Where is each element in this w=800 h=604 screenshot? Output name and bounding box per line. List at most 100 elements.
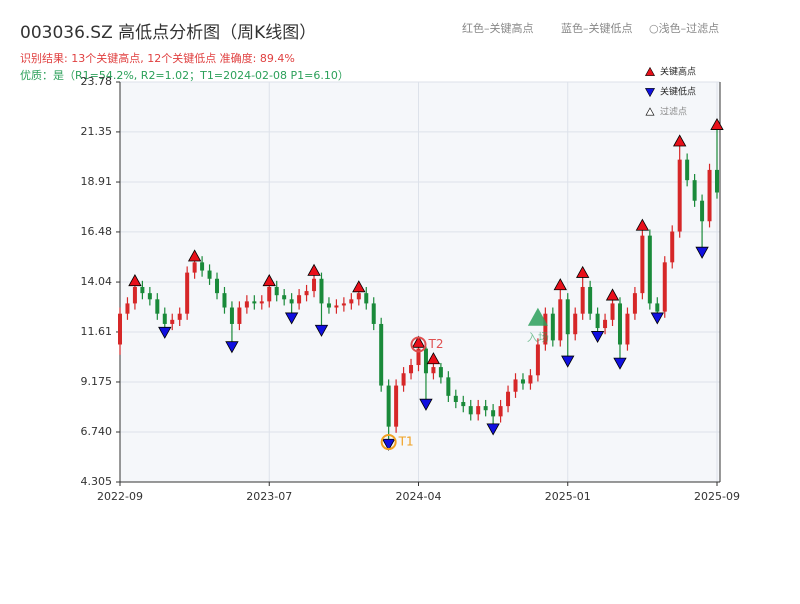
candle-body — [267, 286, 272, 302]
low-marker — [419, 398, 433, 411]
candle-body — [282, 295, 287, 300]
candle-body — [468, 406, 473, 415]
candle-body — [453, 395, 458, 402]
candle-body — [550, 313, 555, 341]
buy-marker — [527, 307, 548, 326]
y-tick-label: 11.61 — [81, 325, 113, 338]
low-marker — [650, 312, 664, 325]
candle-body — [341, 303, 346, 306]
candle-body — [588, 286, 593, 314]
candle-body — [431, 367, 436, 374]
target-circle — [410, 336, 427, 353]
candle-body — [326, 303, 331, 308]
candle-body — [506, 391, 511, 407]
candle-body — [259, 301, 264, 304]
candle-body — [715, 169, 719, 193]
candle-body — [192, 262, 197, 273]
candle-body — [416, 348, 421, 366]
candle-body — [610, 303, 615, 320]
candle-body — [371, 303, 376, 324]
candle-body — [222, 293, 227, 308]
low-marker — [158, 326, 172, 339]
candle-body — [244, 301, 249, 308]
top-legend: 红色–关键高点 — [462, 21, 534, 35]
candle-body — [483, 406, 488, 411]
candle-body — [647, 235, 652, 304]
candle-body — [215, 278, 220, 294]
candle-body — [670, 231, 675, 263]
candle-body — [386, 385, 391, 427]
candle-body — [520, 379, 525, 384]
candle-body — [155, 299, 160, 314]
legend-marker — [645, 107, 655, 116]
low-marker — [695, 246, 709, 259]
candle-body — [632, 293, 637, 314]
high-marker — [411, 335, 426, 348]
candle-body — [423, 348, 428, 374]
high-marker — [426, 352, 441, 365]
y-tick-label: 18.91 — [81, 175, 113, 188]
high-marker — [352, 280, 366, 293]
candle-body — [498, 406, 503, 417]
high-marker — [673, 134, 687, 147]
candle-body — [132, 286, 137, 304]
quality: 优质：是（R1=54.2%, R2=1.02；T1=2024-02-08 P1=… — [20, 69, 349, 82]
top-legend: 蓝色–关键低点 — [561, 21, 633, 35]
candle-body — [319, 278, 324, 304]
candle-body — [274, 286, 279, 296]
candle-body — [685, 159, 690, 181]
candle-body — [147, 293, 152, 300]
candle-body — [700, 200, 705, 222]
low-marker — [613, 357, 627, 370]
legend-label: 过滤点 — [660, 106, 687, 118]
x-tick-label: 2024-04 — [396, 490, 442, 503]
candle-body — [640, 235, 645, 294]
candle-body — [409, 365, 414, 374]
y-tick-label: 14.04 — [81, 275, 113, 288]
high-marker — [553, 278, 567, 291]
candle-body — [677, 159, 682, 232]
high-marker — [710, 117, 724, 130]
top-legend: ○浅色–过滤点 — [649, 21, 719, 35]
y-tick-label: 9.175 — [81, 375, 113, 388]
candle-body — [334, 305, 339, 308]
candle-body — [401, 373, 406, 386]
x-tick-label: 2022-09 — [97, 490, 143, 503]
candle-body — [565, 299, 570, 335]
y-tick-label: 16.48 — [81, 225, 113, 238]
low-marker — [225, 341, 239, 354]
candle-body — [394, 385, 399, 427]
high-marker — [128, 274, 142, 287]
high-marker — [635, 218, 650, 231]
legend-label: 关键高点 — [660, 66, 696, 78]
candle-body — [461, 402, 466, 407]
candle-body — [207, 270, 212, 279]
candle-body — [595, 313, 600, 329]
candle-body — [617, 303, 622, 345]
candle-body — [438, 367, 443, 378]
high-marker — [187, 249, 202, 262]
x-tick-label: 2025-09 — [694, 490, 740, 503]
candle-body — [297, 295, 302, 304]
candle-body — [312, 278, 317, 292]
y-tick-label: 23.78 — [81, 75, 113, 88]
candle-body — [237, 307, 242, 324]
candle-body — [513, 379, 518, 392]
candle-body — [655, 303, 660, 312]
candle-body — [356, 293, 361, 300]
candle-body — [170, 319, 175, 324]
candle-body — [580, 286, 585, 314]
candle-body — [200, 262, 205, 271]
candle-body — [177, 313, 182, 320]
candle-body — [125, 303, 130, 314]
legend-marker — [644, 66, 656, 76]
target-label: T1 — [398, 435, 414, 449]
high-marker — [605, 288, 620, 301]
candle-body — [543, 313, 548, 345]
candle-body — [349, 299, 354, 304]
high-marker — [307, 263, 321, 276]
candle-body — [573, 313, 578, 335]
candle-body — [446, 377, 451, 396]
candle-body — [364, 293, 369, 304]
